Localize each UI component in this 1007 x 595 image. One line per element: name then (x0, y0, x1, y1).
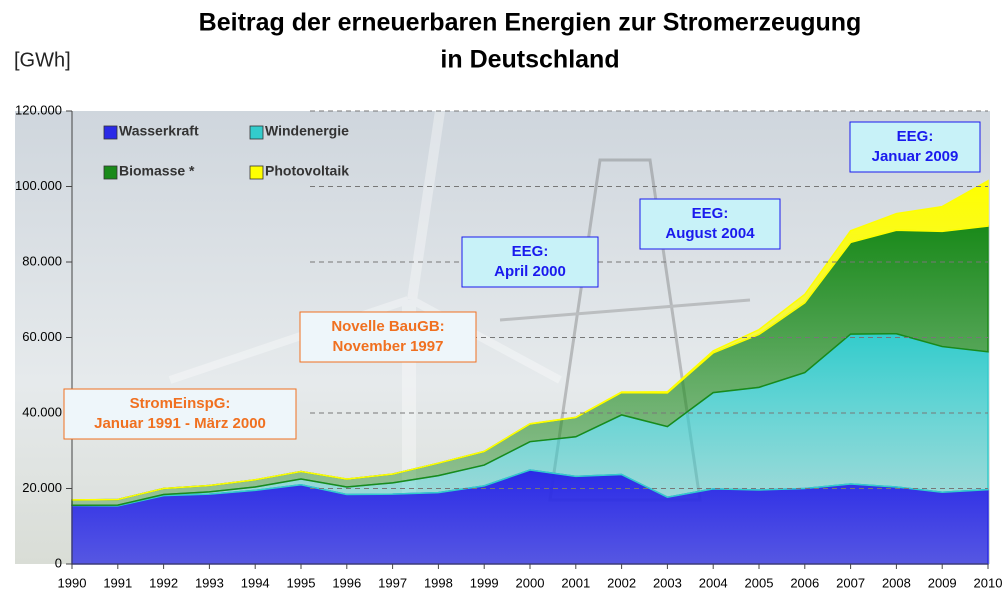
legend-label: Biomasse * (119, 163, 195, 179)
legend-swatch (104, 166, 117, 179)
legend-label: Photovoltaik (265, 163, 349, 179)
x-tick-label: 1991 (103, 575, 132, 590)
x-tick-label: 2007 (836, 575, 865, 590)
y-tick-label: 80.000 (22, 253, 62, 268)
x-tick-label: 1998 (424, 575, 453, 590)
x-tick-label: 2003 (653, 575, 682, 590)
x-tick-label: 1995 (287, 575, 316, 590)
legend-label: Wasserkraft (119, 123, 199, 139)
y-tick-label: 100.000 (15, 178, 62, 193)
legend-swatch (250, 126, 263, 139)
annotation-text: EEG: (512, 243, 549, 260)
y-tick-label: 120.000 (15, 102, 62, 117)
x-tick-label: 1999 (470, 575, 499, 590)
x-tick-label: 2002 (607, 575, 636, 590)
x-tick-label: 1997 (378, 575, 407, 590)
legend-label: Windenergie (265, 123, 349, 139)
y-tick-label: 0 (55, 555, 62, 570)
annotation-text: Januar 1991 - März 2000 (94, 415, 266, 432)
x-tick-label: 2000 (516, 575, 545, 590)
x-tick-label: 2008 (882, 575, 911, 590)
x-tick-label: 1992 (149, 575, 178, 590)
x-tick-label: 2010 (974, 575, 1003, 590)
legend-swatch (104, 126, 117, 139)
annotation-text: Januar 2009 (872, 148, 959, 165)
x-tick-label: 1996 (332, 575, 361, 590)
x-tick-label: 2001 (561, 575, 590, 590)
annotation-text: EEG: (897, 128, 934, 145)
x-tick-label: 2004 (699, 575, 728, 590)
y-tick-label: 60.000 (22, 329, 62, 344)
annotation-text: November 1997 (333, 338, 444, 355)
annotation-text: StromEinspG: (130, 395, 231, 412)
x-tick-label: 1990 (58, 575, 87, 590)
chart-title: Beitrag der erneuerbaren Energien zur St… (199, 9, 862, 37)
annotation-text: April 2000 (494, 263, 566, 280)
chart-title: in Deutschland (440, 46, 619, 74)
x-tick-label: 1994 (241, 575, 270, 590)
y-tick-label: 20.000 (22, 480, 62, 495)
x-tick-label: 1993 (195, 575, 224, 590)
legend-swatch (250, 166, 263, 179)
x-tick-label: 2009 (928, 575, 957, 590)
annotation-text: August 2004 (665, 225, 755, 242)
chart: Beitrag der erneuerbaren Energien zur St… (0, 0, 1007, 595)
y-axis-label: [GWh] (14, 49, 71, 71)
x-tick-label: 2006 (790, 575, 819, 590)
x-tick-label: 2005 (745, 575, 774, 590)
annotation-text: EEG: (692, 205, 729, 222)
annotation-text: Novelle BauGB: (331, 318, 444, 335)
y-tick-label: 40.000 (22, 404, 62, 419)
